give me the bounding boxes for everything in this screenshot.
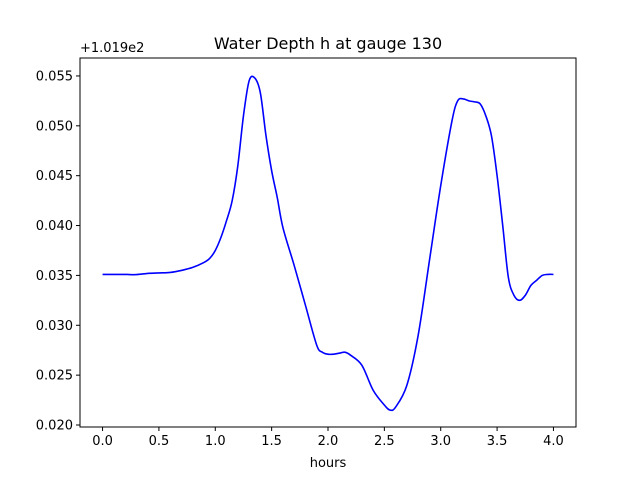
plot-area	[102, 75, 554, 412]
x-tick-label: 0.5	[149, 434, 170, 449]
series-line	[102, 75, 554, 412]
x-axis-label: hours	[310, 456, 347, 471]
x-tick-label: 4.0	[543, 434, 564, 449]
plot-frame	[79, 57, 577, 428]
x-tick-label: 2.5	[374, 434, 395, 449]
chart-title: Water Depth h at gauge 130	[214, 34, 442, 53]
y-tick-label: 0.030	[36, 319, 73, 334]
y-tick-label: 0.045	[36, 169, 73, 184]
y-tick-label: 0.025	[36, 369, 73, 384]
x-tick-label: 3.5	[487, 434, 508, 449]
x-axis: 0.0 0.5 1.0 1.5 2.0 2.5 3.0 3.5 4.0	[92, 427, 564, 449]
y-tick-label: 0.050	[36, 119, 73, 134]
y-tick-label: 0.035	[36, 269, 73, 284]
x-tick-label: 2.0	[318, 434, 339, 449]
x-tick-label: 0.0	[92, 434, 113, 449]
x-tick-label: 1.0	[205, 434, 226, 449]
y-tick-label: 0.055	[36, 69, 73, 84]
x-tick-label: 1.5	[261, 434, 282, 449]
y-tick-label: 0.020	[36, 419, 73, 434]
x-tick-label: 3.0	[430, 434, 451, 449]
y-axis-offset-label: +1.019e2	[80, 41, 144, 56]
y-axis: 0.020 0.025 0.030 0.035 0.040 0.045 0.050 0.055	[36, 69, 80, 434]
y-tick-label: 0.040	[36, 219, 73, 234]
